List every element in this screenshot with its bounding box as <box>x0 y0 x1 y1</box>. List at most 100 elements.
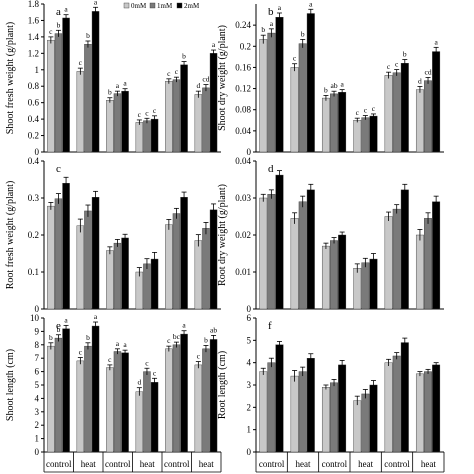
bar-2mM-5 <box>432 51 441 153</box>
y-tick-label: 0 <box>35 147 40 157</box>
bar-1mM-5 <box>424 218 432 310</box>
significance-letter: d <box>196 81 200 90</box>
bar-1mM-4 <box>172 79 181 153</box>
bar-1mM-5 <box>424 80 432 153</box>
bar-1mM-3 <box>143 371 151 453</box>
significance-letter: a <box>116 81 120 90</box>
y-tick-label: 0.4 <box>28 156 40 166</box>
treatment-label: heat <box>140 459 155 469</box>
significance-letter: b <box>261 25 265 34</box>
significance-letter: c <box>197 352 201 361</box>
y-tick-label: 0.03 <box>235 193 251 203</box>
bar-0mM-0 <box>259 39 268 153</box>
bar-1mM-5 <box>202 348 210 453</box>
significance-letter: c <box>153 368 157 377</box>
bar-1mM-1 <box>84 44 92 153</box>
significance-letter: a <box>270 19 274 28</box>
bar-1mM-4 <box>172 213 181 310</box>
significance-letter: c <box>387 62 391 71</box>
bar-1mM-4 <box>392 355 401 453</box>
bar-1mM-0 <box>54 198 63 310</box>
significance-letter: a <box>94 0 98 6</box>
y-tick-label: 0 <box>247 447 252 457</box>
chart-panel-c: 0 0.1 0.2 0.3 0.4 Root fresh weight (g/plant)… <box>5 156 221 314</box>
bar-0mM-1 <box>290 67 299 153</box>
legend-label: 1mM <box>157 2 173 10</box>
significance-letter: c <box>79 58 83 67</box>
y-tick-label: 4 <box>247 358 252 368</box>
bar-0mM-2 <box>106 99 114 153</box>
y-tick-label: 2 <box>35 420 40 430</box>
y-tick-label: 0.24 <box>235 20 251 30</box>
bar-2mM-5 <box>209 209 218 310</box>
bar-2mM-0 <box>62 17 70 153</box>
bar-1mM-0 <box>267 194 276 310</box>
significance-letter: b <box>49 333 53 342</box>
bar-0mM-3 <box>135 122 144 153</box>
bar-0mM-5 <box>415 373 424 453</box>
y-tick-label: 5 <box>247 335 252 345</box>
bar-0mM-4 <box>165 81 173 153</box>
bar-0mM-5 <box>415 89 424 153</box>
bar-1mM-0 <box>267 362 276 453</box>
significance-letter: b <box>57 20 61 29</box>
y-tick-label: 0.4 <box>28 114 40 124</box>
bar-1mM-1 <box>298 201 307 310</box>
y-tick-label: 0.6 <box>28 98 40 108</box>
y-tick-label: 0 <box>35 447 40 457</box>
y-tick-label: 1.6 <box>28 15 40 25</box>
bar-0mM-5 <box>194 240 203 310</box>
significance-letter: cd <box>424 67 431 76</box>
panel-letter: c <box>56 163 61 175</box>
bar-2mM-3 <box>150 258 159 310</box>
bar-2mM-4 <box>180 197 188 310</box>
bar-0mM-2 <box>106 367 114 453</box>
y-tick-label: 1 <box>247 425 252 435</box>
bar-2mM-5 <box>432 201 441 310</box>
significance-letter: a <box>64 315 68 324</box>
treatment-label: control <box>384 459 410 469</box>
significance-letter: a <box>94 312 98 321</box>
treatment-label: control <box>322 459 348 469</box>
bar-0mM-2 <box>321 387 330 453</box>
bar-2mM-3 <box>369 115 378 153</box>
y-tick-label: 1.8 <box>28 0 40 9</box>
treatment-label: control <box>259 459 285 469</box>
significance-letter: c <box>145 108 149 117</box>
bar-2mM-0 <box>62 328 70 453</box>
bar-0mM-0 <box>47 345 55 453</box>
bar-2mM-5 <box>432 364 441 453</box>
significance-letter: c <box>372 104 376 113</box>
significance-letter: a <box>123 340 127 349</box>
bar-0mM-4 <box>384 75 393 153</box>
bar-1mM-1 <box>298 371 307 453</box>
y-tick-label: 0.04 <box>235 156 251 166</box>
bar-1mM-4 <box>392 72 401 153</box>
bar-1mM-2 <box>330 93 338 153</box>
chart-panel-f: 0 1 2 3 4 5 6 Root length (cm) f <box>217 313 444 457</box>
bar-2mM-4 <box>180 333 188 453</box>
y-tick-label: 0.16 <box>235 62 251 72</box>
y-tick-label: 10 <box>30 313 40 323</box>
bar-1mM-2 <box>113 351 122 453</box>
bar-0mM-1 <box>290 218 299 310</box>
y-tick-label: 0.01 <box>235 267 251 277</box>
y-tick-label: 0.02 <box>235 230 251 240</box>
significance-letter: c <box>167 69 171 78</box>
bar-2mM-1 <box>306 358 315 453</box>
y-axis-title: Root fresh weight (g/plant) <box>5 181 16 290</box>
bar-2mM-4 <box>400 189 409 310</box>
bar-2mM-4 <box>400 342 409 453</box>
y-tick-label: 0.1 <box>28 267 39 277</box>
y-tick-label: 6 <box>35 367 40 377</box>
bar-1mM-3 <box>143 120 151 153</box>
y-tick-label: 0 <box>247 304 252 314</box>
bar-1mM-3 <box>143 263 151 310</box>
panel-letter: e <box>56 320 61 332</box>
y-axis-title: Root dry weight (g/plant) <box>217 184 228 286</box>
significance-letter: a <box>182 321 186 330</box>
significance-letter: c <box>138 110 142 119</box>
y-tick-label: 6 <box>247 313 252 323</box>
y-tick-label: 0.2 <box>28 230 39 240</box>
